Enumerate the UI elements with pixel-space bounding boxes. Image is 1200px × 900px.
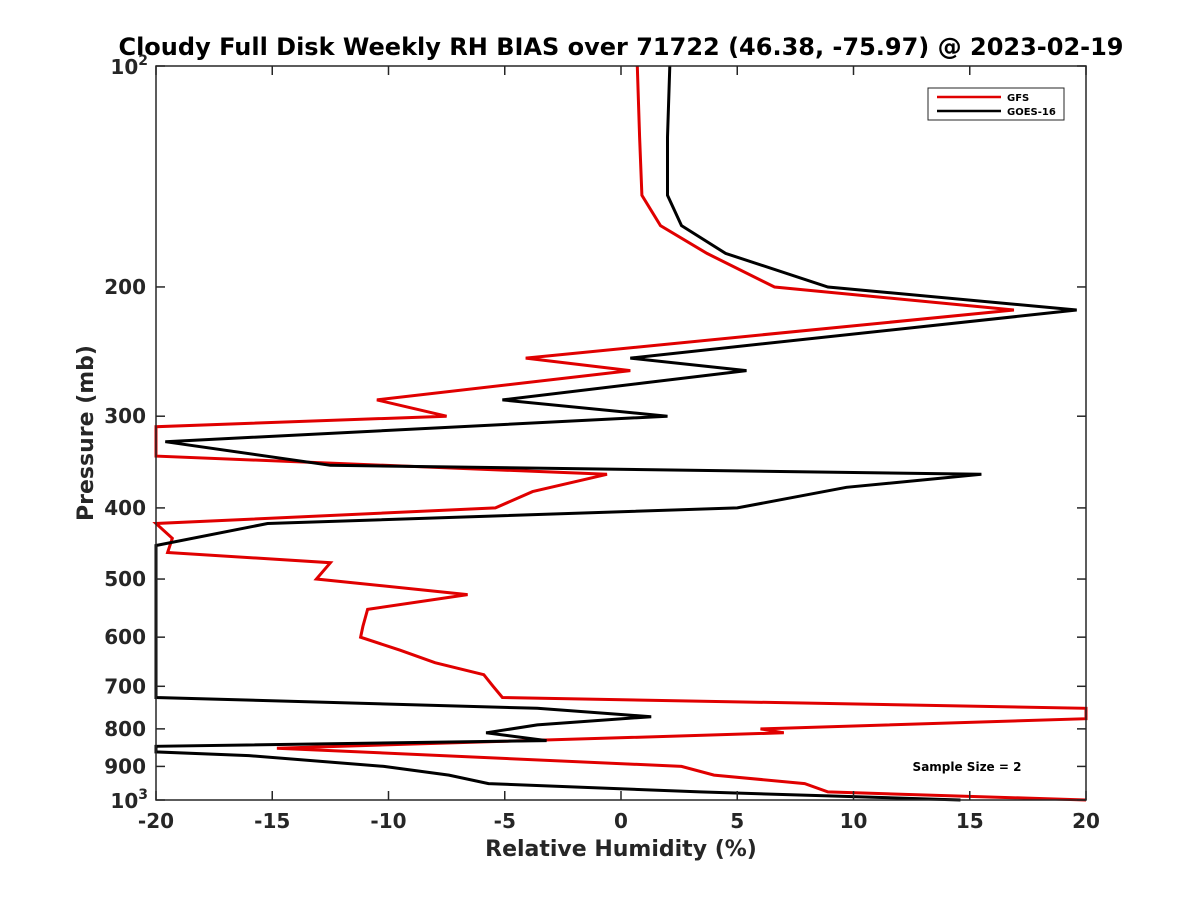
x-tick-label: 15 bbox=[956, 809, 984, 833]
series-line-gfs bbox=[152, 65, 1088, 802]
y-tick-label: 500 bbox=[104, 567, 146, 591]
y-tick-label: 700 bbox=[104, 674, 146, 698]
x-axis-label: Relative Humidity (%) bbox=[485, 837, 757, 862]
y-axis: 102 200 300 400 500 600 700 800 900 103 bbox=[104, 53, 1086, 813]
plot-axes-box bbox=[155, 65, 1087, 801]
legend-box bbox=[927, 87, 1065, 121]
y-tick-label: 102 bbox=[110, 53, 148, 79]
legend-label-goes-16: GOES-16 bbox=[1007, 107, 1056, 118]
legend: GFS GOES-16 bbox=[927, 87, 1065, 121]
x-tick-label: -10 bbox=[370, 809, 406, 833]
y-tick-label: 900 bbox=[104, 754, 146, 778]
y-tick-label: 400 bbox=[104, 496, 146, 520]
x-tick-label: 10 bbox=[840, 809, 868, 833]
y-tick-label: 300 bbox=[104, 404, 146, 428]
series-line-goes-16 bbox=[154, 65, 1077, 802]
legend-label-gfs: GFS bbox=[1007, 93, 1029, 104]
y-tick-label: 600 bbox=[104, 625, 146, 649]
x-tick-label: -20 bbox=[138, 809, 174, 833]
x-tick-label: 0 bbox=[614, 809, 628, 833]
y-axis-label: Pressure (mb) bbox=[74, 345, 99, 521]
x-tick-label: 20 bbox=[1072, 809, 1100, 833]
y-tick-label: 800 bbox=[104, 717, 146, 741]
x-axis: -20 -15 -10 -5 0 5 10 15 20 bbox=[138, 66, 1100, 833]
x-tick-label: -15 bbox=[254, 809, 290, 833]
sample-size-annotation: Sample Size = 2 bbox=[913, 760, 1022, 774]
plot-series bbox=[152, 65, 1088, 802]
y-tick-label: 200 bbox=[104, 275, 146, 299]
x-tick-label: -5 bbox=[494, 809, 516, 833]
y-tick-label: 103 bbox=[110, 787, 148, 813]
x-tick-label: 5 bbox=[730, 809, 744, 833]
chart-title: Cloudy Full Disk Weekly RH BIAS over 717… bbox=[118, 33, 1123, 61]
